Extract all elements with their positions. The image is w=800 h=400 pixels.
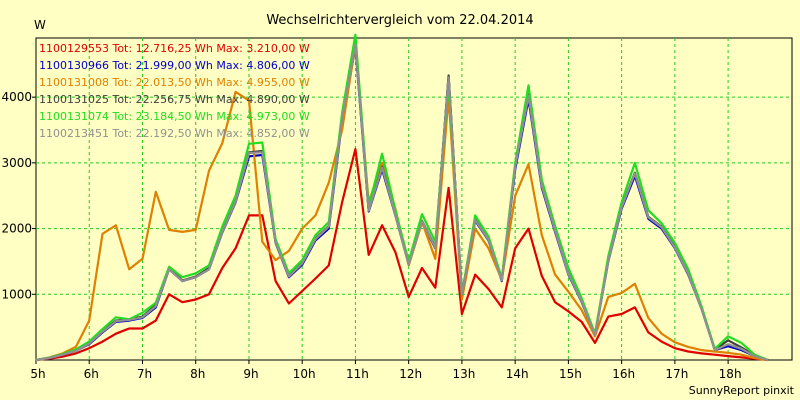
- series-lines: [35, 33, 769, 362]
- legend: 1100129553 Tot: 12.716,25 Wh Max: 3.210,…: [39, 42, 310, 140]
- legend-entry: 1100213451 Tot: 22.192,50 Wh Max: 4.852,…: [39, 127, 310, 140]
- x-tick-labels: 5h 6h 7h 8h 9h 10h 11h 12h 13h 14h 15h 16h 17h 18h: [30, 360, 742, 381]
- legend-entry: 1100131025 Tot: 22.256,75 Wh Max: 4.890,…: [39, 93, 310, 106]
- series-line: [35, 42, 769, 362]
- x-tick-label: 6h: [84, 367, 99, 381]
- y-tick-label: 3000: [1, 156, 32, 170]
- x-tick-label: 18h: [719, 367, 742, 381]
- x-tick-label: 12h: [399, 367, 422, 381]
- series-line: [35, 148, 769, 362]
- legend-entry: 1100129553 Tot: 12.716,25 Wh Max: 3.210,…: [39, 42, 310, 55]
- legend-entry: 1100130966 Tot: 21.999,00 Wh Max: 4.806,…: [39, 59, 310, 72]
- y-tick-label: 1000: [1, 287, 32, 301]
- x-tick-label: 7h: [137, 367, 152, 381]
- x-tick-label: 16h: [612, 367, 635, 381]
- y-axis-label: W: [34, 18, 46, 32]
- y-tick-label: 2000: [1, 222, 32, 236]
- x-tick-label: 9h: [243, 367, 258, 381]
- x-tick-label: 8h: [190, 367, 205, 381]
- x-tick-label: 5h: [30, 367, 45, 381]
- x-tick-label: 17h: [665, 367, 688, 381]
- chart-title: Wechselrichtervergleich vom 22.04.2014: [266, 13, 533, 28]
- plot-area: [35, 37, 793, 361]
- series-line: [35, 43, 769, 362]
- x-tick-label: 10h: [293, 367, 316, 381]
- y-tick-labels: 1000 2000 3000 4000: [1, 90, 36, 301]
- x-tick-label: 14h: [506, 367, 529, 381]
- x-tick-label: 13h: [452, 367, 475, 381]
- credit-text: SunnyReport pinxit: [689, 384, 795, 397]
- x-tick-label: 15h: [559, 367, 582, 381]
- legend-entry: 1100131008 Tot: 22.013,50 Wh Max: 4.955,…: [39, 76, 310, 89]
- y-tick-label: 4000: [1, 90, 32, 104]
- x-tick-label: 11h: [346, 367, 369, 381]
- legend-entry: 1100131074 Tot: 23.184,50 Wh Max: 4.973,…: [39, 110, 310, 123]
